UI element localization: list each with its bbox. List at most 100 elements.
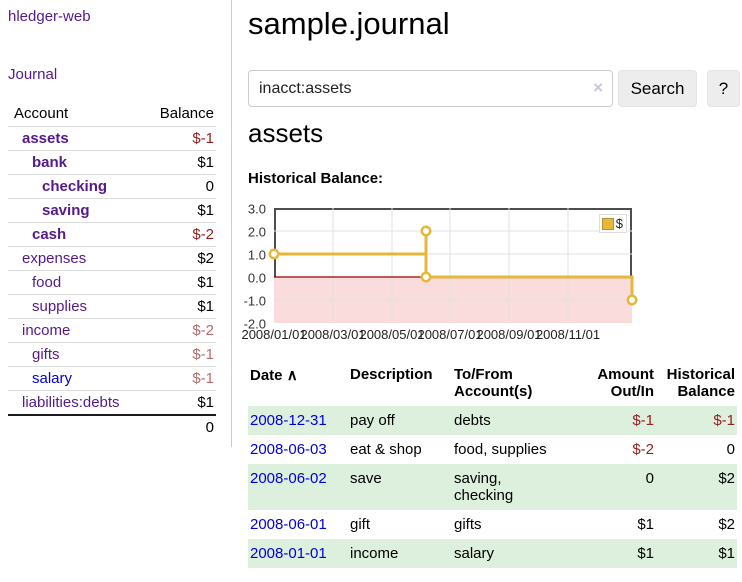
transaction-description: eat & shop <box>350 441 422 458</box>
transaction-date-link[interactable]: 2008-12-31 <box>250 412 327 429</box>
account-link-salary[interactable]: salary <box>32 370 73 387</box>
account-row-checking: checking 0 <box>8 174 216 199</box>
sidebar-item-journal[interactable]: Journal <box>8 66 58 83</box>
account-balance: $-1 <box>141 126 216 151</box>
y-tick: -1.0 <box>243 293 266 309</box>
account-link-checking[interactable]: checking <box>42 178 108 195</box>
account-link-supplies[interactable]: supplies <box>32 298 88 315</box>
search-form: × Search ? <box>248 70 742 107</box>
y-tick: -2.0 <box>243 316 266 332</box>
account-row-salary: salary $-1 <box>8 366 216 391</box>
transaction-balance: 0 <box>726 441 735 458</box>
register-row: 2008-01-01 income salary $1 $1 <box>248 539 737 568</box>
accounts-total-row: 0 <box>8 414 216 439</box>
accounts-header-account: Account <box>14 105 69 122</box>
account-balance: $2 <box>141 246 216 271</box>
transaction-accounts: saving, checking <box>452 464 588 510</box>
y-tick: 2.0 <box>247 224 266 240</box>
sort-ascending-icon: ∧ <box>286 367 298 384</box>
register-row: 2008-12-31 pay off debts $-1 $-1 <box>248 406 737 435</box>
transaction-description: save <box>348 464 452 510</box>
account-link-assets[interactable]: assets <box>22 130 69 147</box>
chart-title: Historical Balance: <box>248 170 384 187</box>
account-row-bank: bank $1 <box>8 150 216 175</box>
legend-swatch <box>601 217 614 230</box>
account-balance: 0 <box>141 174 216 199</box>
account-balance: $-1 <box>141 342 216 367</box>
register-header-row: Date ∧ Description To/From Account(s) Am… <box>248 362 737 406</box>
account-balance: $1 <box>141 390 216 415</box>
account-link-expenses[interactable]: expenses <box>22 250 87 267</box>
account-balance: $-2 <box>141 222 216 247</box>
gridlines <box>274 208 632 323</box>
chart-legend: $ <box>598 214 627 233</box>
x-tick: 2008/07/01 <box>417 327 483 342</box>
transaction-date-link[interactable]: 2008-06-02 <box>250 470 327 487</box>
account-balance: $1 <box>141 150 216 175</box>
account-row-income: income $-2 <box>8 318 216 343</box>
account-balance: $1 <box>141 198 216 223</box>
plot-canvas <box>268 208 638 323</box>
y-tick: 1.0 <box>247 247 266 263</box>
account-link-liabilities-debts[interactable]: liabilities:debts <box>22 394 120 411</box>
balance-line <box>274 231 634 300</box>
account-link-income[interactable]: income <box>22 322 71 339</box>
transaction-balance: $1 <box>656 539 737 568</box>
transaction-amount: $1 <box>637 516 654 533</box>
transaction-description: gift <box>350 516 371 533</box>
sidebar: hledger-web Journal Account Balance asse… <box>0 0 232 447</box>
register-table: Date ∧ Description To/From Account(s) Am… <box>248 362 737 568</box>
account-row-supplies: supplies $1 <box>8 294 216 319</box>
account-link-saving[interactable]: saving <box>42 202 90 219</box>
account-balance: $1 <box>141 294 216 319</box>
register-row: 2008-06-03 eat & shop food, supplies $-2… <box>248 435 737 464</box>
account-row-liabilities-debts: liabilities:debts $1 <box>8 390 216 415</box>
account-row-saving: saving $1 <box>8 198 216 223</box>
account-row-assets: assets $-1 <box>8 126 216 151</box>
transaction-date-link[interactable]: 2008-06-01 <box>250 516 327 533</box>
main-content: sample.journal × Search ? assets Histori… <box>241 0 742 582</box>
data-point-markers <box>268 225 638 306</box>
register-header-amount: Amount Out/In <box>597 366 654 400</box>
transaction-balance: $-1 <box>656 406 737 435</box>
account-row-food: food $1 <box>8 270 216 295</box>
x-tick: 2008/11/01 <box>535 327 601 342</box>
account-row-expenses: expenses $2 <box>8 246 216 271</box>
register-header-date[interactable]: Date ∧ <box>248 362 348 406</box>
account-row-gifts: gifts $-1 <box>8 342 216 367</box>
search-input-wrap: × <box>248 70 613 107</box>
accounts-total-value: 0 <box>141 414 216 439</box>
account-heading: assets <box>248 118 324 148</box>
legend-label: $ <box>615 216 623 231</box>
transaction-amount: 0 <box>588 464 656 510</box>
app-title-link[interactable]: hledger-web <box>8 8 91 25</box>
account-link-cash[interactable]: cash <box>32 226 67 243</box>
account-balance: $1 <box>141 270 216 295</box>
transaction-amount: $-2 <box>632 441 654 458</box>
page-title: sample.journal <box>248 6 450 41</box>
transaction-accounts: food, supplies <box>454 441 547 458</box>
x-tick: 2008/01/01 <box>241 327 307 342</box>
transaction-date-link[interactable]: 2008-06-03 <box>250 441 327 458</box>
search-input[interactable] <box>248 70 613 107</box>
accounts-header-balance: Balance <box>159 105 214 122</box>
transaction-accounts: debts <box>452 406 588 435</box>
negative-region <box>274 277 632 323</box>
help-button[interactable]: ? <box>707 70 740 107</box>
account-link-food[interactable]: food <box>32 274 62 291</box>
x-tick: 2008/05/01 <box>359 327 425 342</box>
account-link-bank[interactable]: bank <box>32 154 68 171</box>
transaction-accounts: gifts <box>454 516 482 533</box>
clear-search-icon[interactable]: × <box>593 78 603 97</box>
transaction-date-link[interactable]: 2008-01-01 <box>250 545 327 562</box>
search-button[interactable]: Search <box>618 70 697 107</box>
account-link-gifts[interactable]: gifts <box>32 346 60 363</box>
account-row-cash: cash $-2 <box>8 222 216 247</box>
register-row: 2008-06-01 gift gifts $1 $2 <box>248 510 737 539</box>
accounts-table: Account Balance assets $-1 bank $1 check… <box>8 102 216 439</box>
transaction-amount: $1 <box>588 539 656 568</box>
register-header-accounts: To/From Account(s) <box>454 366 533 400</box>
transaction-balance: $2 <box>718 516 735 533</box>
account-balance: $-1 <box>141 366 216 391</box>
